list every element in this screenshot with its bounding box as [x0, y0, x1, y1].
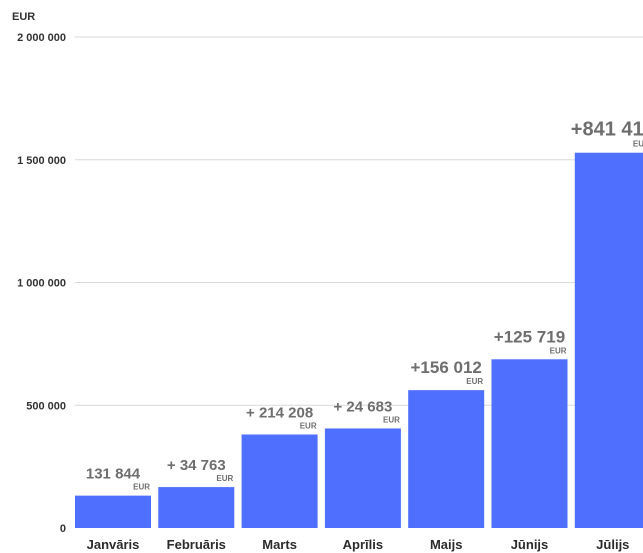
y-tick-label: 500 000 [26, 400, 66, 412]
data-label-unit: EUR [216, 474, 233, 483]
data-label-unit: EUR [550, 346, 567, 355]
bar [241, 434, 318, 528]
bar [408, 390, 485, 528]
x-category-label: Februāris [167, 537, 226, 552]
data-label: + 24 683 [333, 398, 392, 415]
bars [75, 152, 643, 529]
data-label-unit: EUR [466, 377, 483, 386]
y-axis-ticks: 0 500 000 1 000 000 1 500 000 2 000 000 [17, 32, 66, 535]
bar [574, 152, 643, 529]
data-label: +156 012 [411, 358, 482, 377]
x-axis-categories: Janvāris Februāris Marts Aprīlis Maijs Jūnijs… [87, 537, 630, 552]
x-category-label: Janvāris [87, 537, 140, 552]
data-label: +841 410 [571, 119, 643, 141]
data-label-unit: EUR [383, 415, 400, 424]
x-category-label: Jūlijs [596, 537, 629, 552]
y-axis-unit-label: EUR [12, 11, 35, 23]
y-tick-label: 2 000 000 [17, 32, 66, 44]
data-label-unit: EUR [633, 140, 643, 149]
y-tick-label: 1 500 000 [17, 155, 66, 167]
data-label-unit: EUR [300, 422, 317, 431]
bar [491, 359, 568, 528]
y-tick-label: 1 000 000 [17, 278, 66, 290]
x-category-label: Maijs [430, 537, 463, 552]
data-label: 131 844 [86, 466, 141, 483]
x-category-label: Aprīlis [343, 537, 383, 552]
x-category-label: Jūnijs [511, 537, 549, 552]
data-label-unit: EUR [133, 483, 150, 492]
bar [75, 495, 151, 528]
bar [158, 487, 235, 528]
bar [324, 428, 401, 528]
data-label: + 214 208 [246, 405, 313, 422]
data-label: +125 719 [494, 327, 565, 346]
x-category-label: Marts [262, 537, 297, 552]
data-label: + 34 763 [167, 457, 226, 474]
y-tick-label: 0 [60, 523, 66, 535]
